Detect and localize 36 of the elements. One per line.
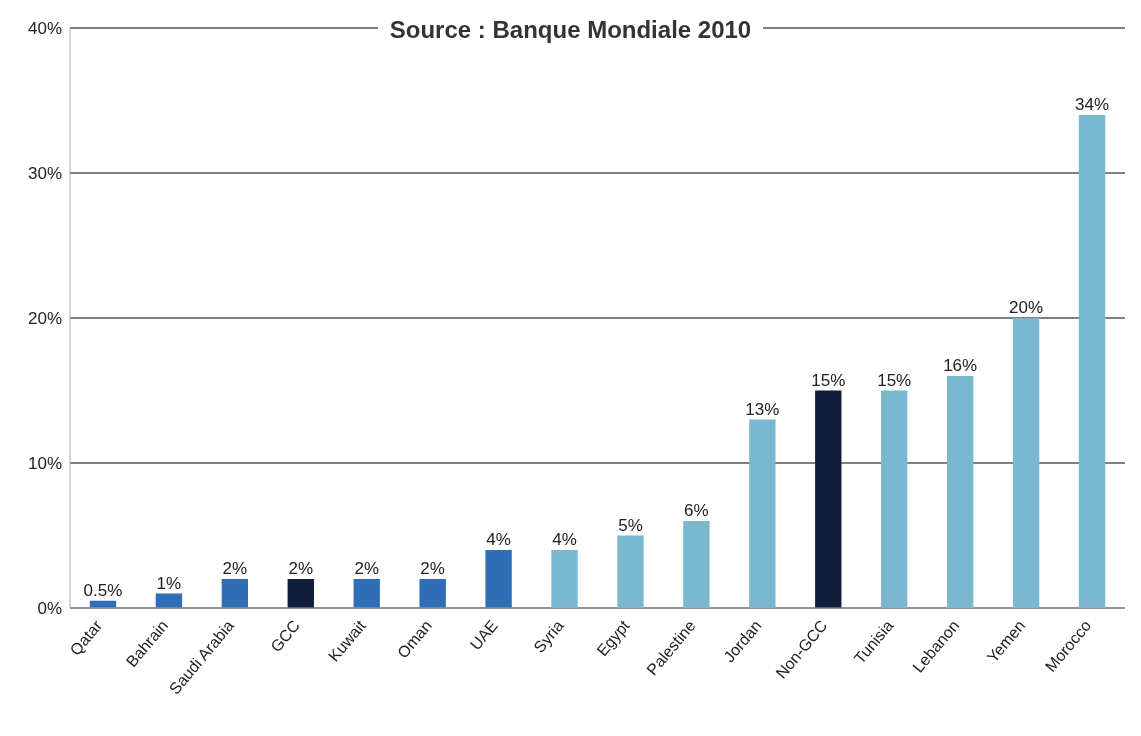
bar <box>881 390 908 608</box>
data-label: 1% <box>156 573 182 593</box>
data-label: 15% <box>811 370 846 390</box>
data-label: 15% <box>877 370 912 390</box>
y-tick-label: 10% <box>27 454 62 474</box>
bar <box>551 550 578 608</box>
chart-title: Source : Banque Mondiale 2010 <box>377 16 764 43</box>
data-label: 5% <box>618 515 643 535</box>
y-tick-label: 0% <box>37 599 62 619</box>
data-label: 2% <box>222 559 248 578</box>
bar <box>815 390 842 608</box>
bar <box>485 550 512 608</box>
bar <box>1012 318 1040 608</box>
bar <box>287 579 314 608</box>
bar <box>617 535 644 608</box>
y-tick-label: 40% <box>27 19 62 39</box>
data-label: 2% <box>420 559 445 578</box>
y-tick-label: 20% <box>27 309 62 329</box>
data-label: 6% <box>684 501 709 520</box>
data-label: 4% <box>552 530 577 549</box>
bar <box>419 579 446 608</box>
bar <box>353 579 380 608</box>
data-label: 20% <box>1009 298 1044 317</box>
data-label: 2% <box>288 559 314 578</box>
y-tick-label: 30% <box>27 164 62 184</box>
bar <box>683 521 710 608</box>
data-label: 34% <box>1075 95 1110 114</box>
bar <box>1078 115 1106 608</box>
bar <box>946 376 974 608</box>
data-label: 2% <box>354 559 380 578</box>
bar <box>749 419 776 608</box>
data-label: 16% <box>943 356 978 375</box>
data-label: 4% <box>486 530 511 549</box>
bar <box>221 579 249 608</box>
data-label: 0.5% <box>83 580 123 600</box>
data-label: 13% <box>745 399 780 419</box>
